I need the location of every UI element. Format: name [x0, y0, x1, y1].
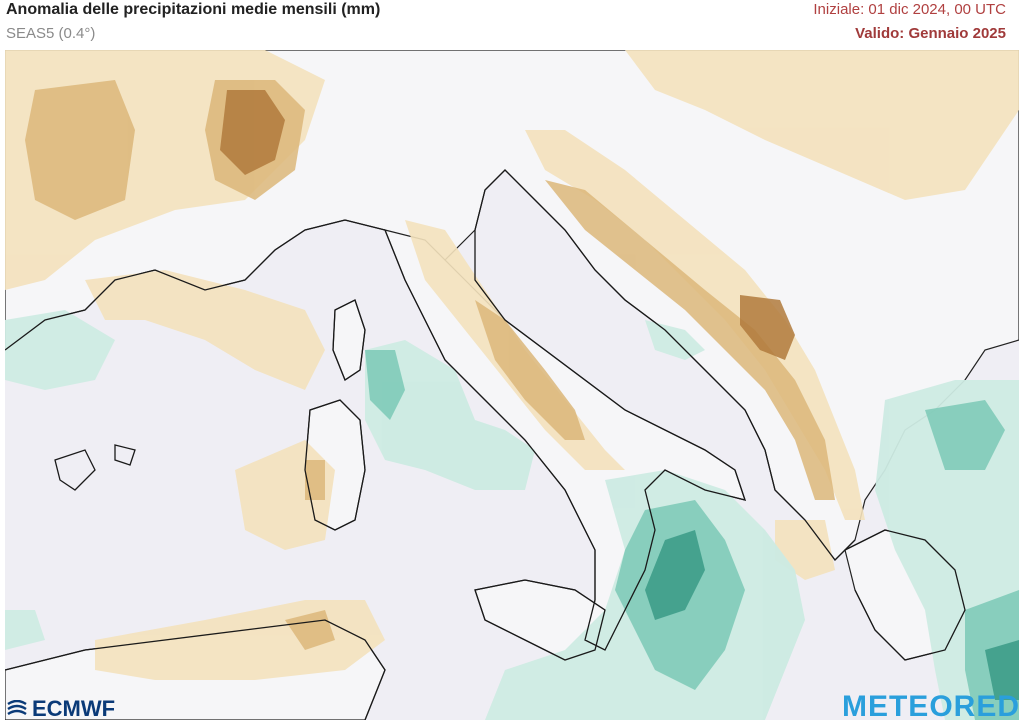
valid-period: Valido: Gennaio 2025: [855, 25, 1006, 42]
ecmwf-logo: ECMWF: [6, 696, 116, 721]
map-svg: [5, 50, 1019, 720]
dry-anomaly-strong: [220, 90, 795, 360]
dry-anomaly-mid: [25, 80, 835, 650]
map-title: Anomalia delle precipitazioni medie mens…: [6, 1, 381, 18]
anomaly-map: [5, 50, 1019, 720]
meteored-logo: METEORED: [841, 690, 1020, 723]
ecmwf-logo-text: ECMWF: [32, 696, 116, 721]
coastlines: [5, 169, 966, 720]
init-time: Iniziale: 01 dic 2024, 00 UTC: [813, 1, 1006, 18]
model-label: SEAS5 (0.4°): [6, 25, 96, 42]
ecmwf-mark-icon: [7, 700, 27, 716]
wet-anomaly-strong: [645, 530, 1019, 700]
